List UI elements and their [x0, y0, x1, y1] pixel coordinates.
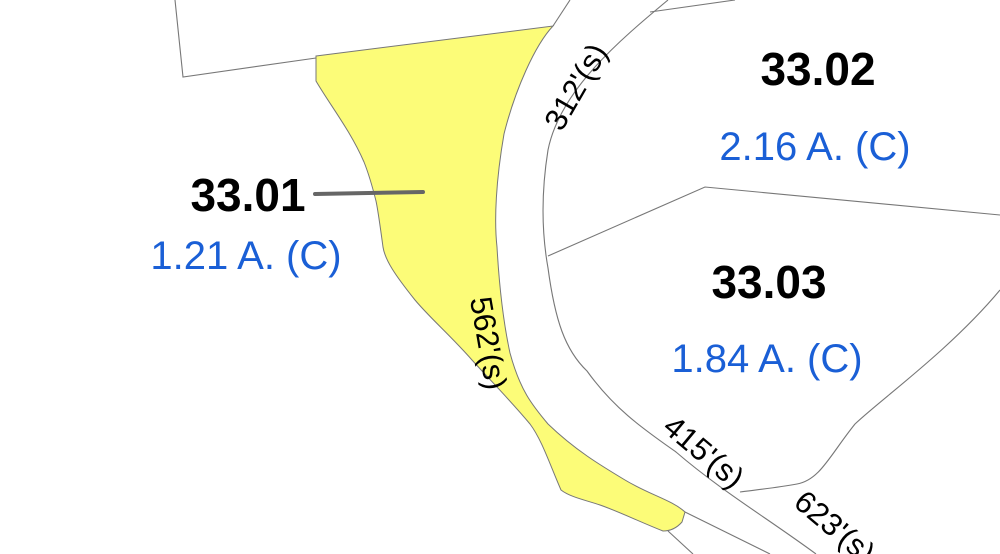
- parcel-boundary-33-03-east: [739, 289, 1000, 493]
- road-edge-west-south: [684, 511, 771, 554]
- parcel-33-01-highlight[interactable]: [315, 25, 686, 532]
- parcel-boundary-south: [667, 530, 694, 554]
- dimension-label: 312'(s): [537, 37, 614, 136]
- parcel-boundary-top: [552, 0, 571, 27]
- parcel-id-33-03[interactable]: 33.03: [711, 256, 826, 308]
- parcel-area-33-03: 1.84 A. (C): [671, 337, 862, 381]
- parcel-area-33-01: 1.21 A. (C): [150, 234, 341, 278]
- parcel-area-33-02: 2.16 A. (C): [719, 125, 910, 169]
- parcel-id-33-01[interactable]: 33.01: [190, 169, 305, 221]
- parcel-boundary-north: [174, 0, 317, 78]
- dimension-label: 415'(s): [657, 408, 751, 495]
- parcel-boundary-33-02-33-03: [547, 186, 1000, 257]
- parcel-id-33-02[interactable]: 33.02: [760, 43, 875, 95]
- road-edge-east: [542, 0, 817, 554]
- leader-line: [313, 190, 425, 196]
- dimension-label: 562'(s): [463, 294, 514, 392]
- parcel-boundary-top-right: [649, 0, 736, 13]
